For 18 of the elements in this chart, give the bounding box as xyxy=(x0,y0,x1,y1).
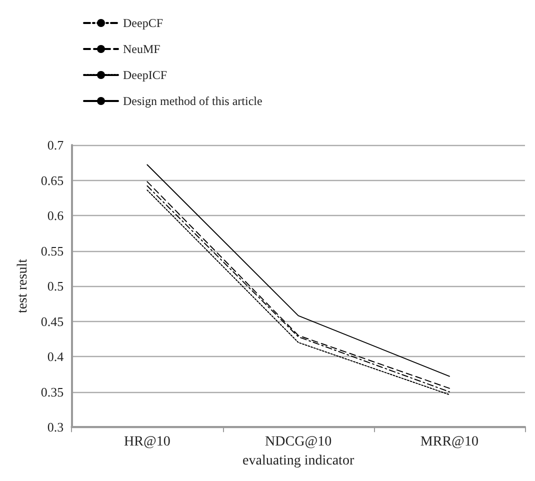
legend-label: NeuMF xyxy=(123,42,161,56)
y-tick-label: 0.7 xyxy=(47,138,64,152)
y-tick-label: 0.65 xyxy=(40,172,64,188)
y-tick-label: 0.45 xyxy=(40,314,64,329)
x-tick-label: MRR@10 xyxy=(420,434,478,450)
y-tick-label: 0.3 xyxy=(47,420,64,435)
x-axis-title: evaluating indicator xyxy=(242,454,354,468)
x-tick-label: HR@10 xyxy=(124,434,170,450)
legend-label: Design method of this article xyxy=(123,94,262,108)
y-tick-label: 0.55 xyxy=(40,243,64,258)
legend-label: DeepCF xyxy=(123,16,164,30)
y-tick-label: 0.5 xyxy=(47,278,64,294)
y-axis-title: test result xyxy=(16,258,30,314)
y-tick-label: 0.4 xyxy=(47,349,64,364)
legend-label: DeepICF xyxy=(123,68,168,82)
x-tick-label: NDCG@10 xyxy=(265,434,332,450)
y-tick-label: 0.6 xyxy=(47,208,64,224)
y-tick-label: 0.35 xyxy=(40,384,64,400)
